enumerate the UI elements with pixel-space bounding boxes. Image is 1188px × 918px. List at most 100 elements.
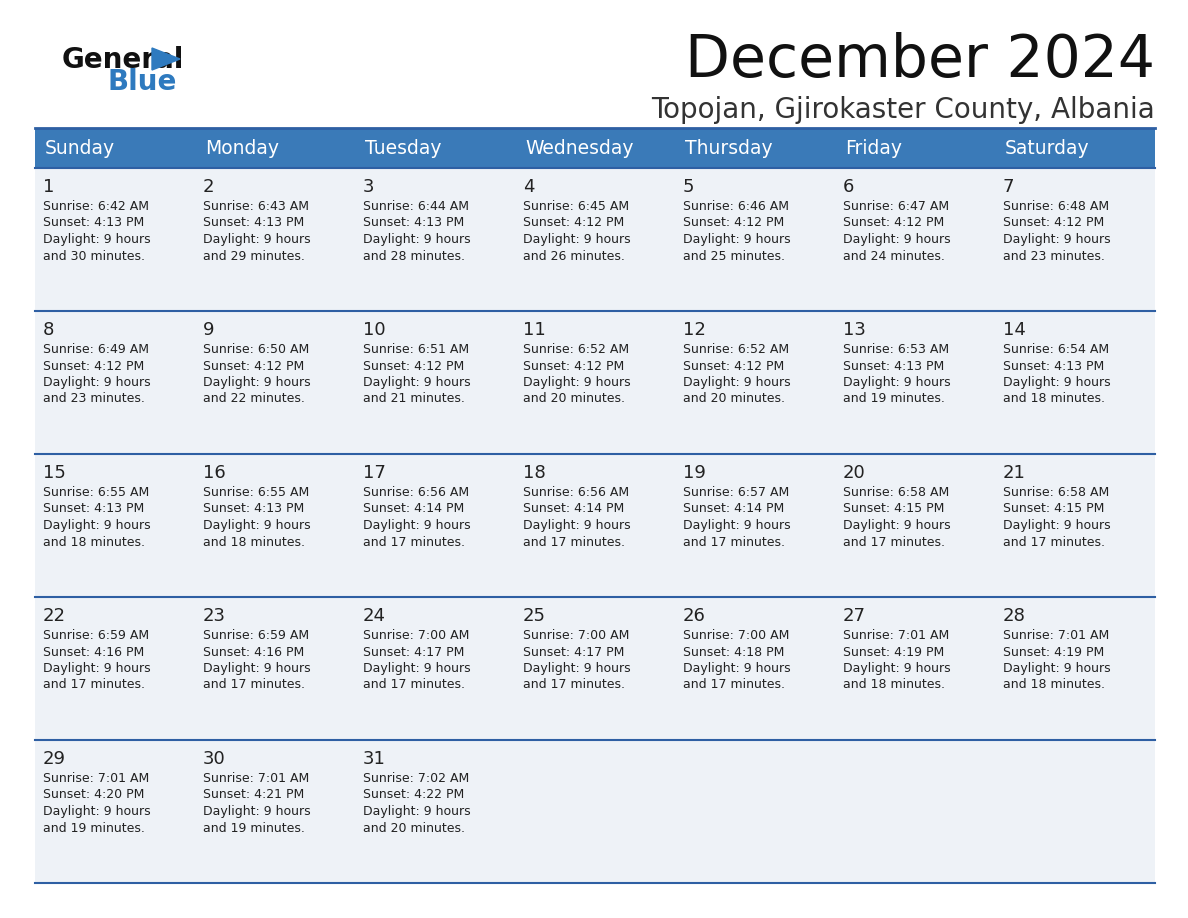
Text: 5: 5 — [683, 178, 695, 196]
Text: and 22 minutes.: and 22 minutes. — [203, 393, 305, 406]
Text: and 30 minutes.: and 30 minutes. — [43, 250, 145, 263]
Text: Sunset: 4:20 PM: Sunset: 4:20 PM — [43, 789, 145, 801]
Text: Sunrise: 6:45 AM: Sunrise: 6:45 AM — [523, 200, 630, 213]
Text: Sunset: 4:13 PM: Sunset: 4:13 PM — [43, 502, 144, 516]
Text: 26: 26 — [683, 607, 706, 625]
Text: Daylight: 9 hours: Daylight: 9 hours — [203, 233, 310, 246]
Text: Daylight: 9 hours: Daylight: 9 hours — [843, 519, 950, 532]
Text: Sunrise: 6:51 AM: Sunrise: 6:51 AM — [364, 343, 469, 356]
Text: Daylight: 9 hours: Daylight: 9 hours — [683, 519, 791, 532]
Text: and 17 minutes.: and 17 minutes. — [43, 678, 145, 691]
Text: Daylight: 9 hours: Daylight: 9 hours — [203, 376, 310, 389]
Text: and 29 minutes.: and 29 minutes. — [203, 250, 305, 263]
Text: and 17 minutes.: and 17 minutes. — [364, 535, 465, 548]
Text: 15: 15 — [43, 464, 65, 482]
Text: and 23 minutes.: and 23 minutes. — [1003, 250, 1105, 263]
Text: and 19 minutes.: and 19 minutes. — [843, 393, 944, 406]
Text: Thursday: Thursday — [685, 139, 772, 158]
Text: Wednesday: Wednesday — [525, 139, 633, 158]
Bar — [34, 128, 1155, 168]
Text: Sunrise: 7:01 AM: Sunrise: 7:01 AM — [203, 772, 309, 785]
Bar — [34, 597, 1155, 740]
Text: Sunset: 4:17 PM: Sunset: 4:17 PM — [523, 645, 625, 658]
Text: Sunset: 4:18 PM: Sunset: 4:18 PM — [683, 645, 784, 658]
Bar — [34, 168, 1155, 311]
Text: Sunset: 4:21 PM: Sunset: 4:21 PM — [203, 789, 304, 801]
Text: Sunset: 4:17 PM: Sunset: 4:17 PM — [364, 645, 465, 658]
Text: Daylight: 9 hours: Daylight: 9 hours — [1003, 376, 1111, 389]
Text: Daylight: 9 hours: Daylight: 9 hours — [364, 376, 470, 389]
Text: Daylight: 9 hours: Daylight: 9 hours — [203, 805, 310, 818]
Text: 25: 25 — [523, 607, 546, 625]
Text: and 18 minutes.: and 18 minutes. — [203, 535, 305, 548]
Text: Friday: Friday — [845, 139, 902, 158]
Text: Sunrise: 6:44 AM: Sunrise: 6:44 AM — [364, 200, 469, 213]
Text: Daylight: 9 hours: Daylight: 9 hours — [364, 519, 470, 532]
Text: Daylight: 9 hours: Daylight: 9 hours — [43, 805, 151, 818]
Text: Daylight: 9 hours: Daylight: 9 hours — [43, 376, 151, 389]
Text: Sunset: 4:19 PM: Sunset: 4:19 PM — [843, 645, 944, 658]
Text: Sunrise: 6:55 AM: Sunrise: 6:55 AM — [43, 486, 150, 499]
Text: Sunrise: 6:54 AM: Sunrise: 6:54 AM — [1003, 343, 1110, 356]
Text: 8: 8 — [43, 321, 55, 339]
Text: Sunrise: 6:59 AM: Sunrise: 6:59 AM — [43, 629, 150, 642]
Text: 2: 2 — [203, 178, 215, 196]
Text: Daylight: 9 hours: Daylight: 9 hours — [364, 662, 470, 675]
Text: 31: 31 — [364, 750, 386, 768]
Text: Sunset: 4:12 PM: Sunset: 4:12 PM — [1003, 217, 1105, 230]
Text: Sunrise: 6:53 AM: Sunrise: 6:53 AM — [843, 343, 949, 356]
Text: Blue: Blue — [108, 68, 177, 96]
Text: Sunrise: 6:52 AM: Sunrise: 6:52 AM — [683, 343, 789, 356]
Text: Daylight: 9 hours: Daylight: 9 hours — [43, 519, 151, 532]
Text: Sunset: 4:12 PM: Sunset: 4:12 PM — [43, 360, 144, 373]
Text: Daylight: 9 hours: Daylight: 9 hours — [523, 233, 631, 246]
Text: 4: 4 — [523, 178, 535, 196]
Text: Sunrise: 6:50 AM: Sunrise: 6:50 AM — [203, 343, 309, 356]
Text: Sunset: 4:22 PM: Sunset: 4:22 PM — [364, 789, 465, 801]
Text: and 17 minutes.: and 17 minutes. — [683, 535, 785, 548]
Text: and 26 minutes.: and 26 minutes. — [523, 250, 625, 263]
Text: Monday: Monday — [206, 139, 279, 158]
Bar — [34, 454, 1155, 597]
Text: Daylight: 9 hours: Daylight: 9 hours — [364, 233, 470, 246]
Polygon shape — [152, 48, 181, 70]
Text: Tuesday: Tuesday — [365, 139, 442, 158]
Text: Saturday: Saturday — [1005, 139, 1089, 158]
Text: and 17 minutes.: and 17 minutes. — [364, 678, 465, 691]
Text: and 18 minutes.: and 18 minutes. — [1003, 393, 1105, 406]
Text: Sunset: 4:12 PM: Sunset: 4:12 PM — [683, 360, 784, 373]
Text: Daylight: 9 hours: Daylight: 9 hours — [523, 519, 631, 532]
Text: 27: 27 — [843, 607, 866, 625]
Text: Sunrise: 6:52 AM: Sunrise: 6:52 AM — [523, 343, 630, 356]
Text: 16: 16 — [203, 464, 226, 482]
Text: Daylight: 9 hours: Daylight: 9 hours — [843, 233, 950, 246]
Text: Sunrise: 7:00 AM: Sunrise: 7:00 AM — [523, 629, 630, 642]
Text: 22: 22 — [43, 607, 67, 625]
Text: 9: 9 — [203, 321, 215, 339]
Text: Sunrise: 6:56 AM: Sunrise: 6:56 AM — [523, 486, 630, 499]
Text: Daylight: 9 hours: Daylight: 9 hours — [1003, 519, 1111, 532]
Text: 10: 10 — [364, 321, 386, 339]
Text: Sunset: 4:12 PM: Sunset: 4:12 PM — [683, 217, 784, 230]
Text: Daylight: 9 hours: Daylight: 9 hours — [203, 519, 310, 532]
Text: Sunset: 4:13 PM: Sunset: 4:13 PM — [364, 217, 465, 230]
Text: and 25 minutes.: and 25 minutes. — [683, 250, 785, 263]
Text: 17: 17 — [364, 464, 386, 482]
Text: Sunset: 4:14 PM: Sunset: 4:14 PM — [683, 502, 784, 516]
Text: 28: 28 — [1003, 607, 1026, 625]
Text: Sunrise: 6:47 AM: Sunrise: 6:47 AM — [843, 200, 949, 213]
Text: 29: 29 — [43, 750, 67, 768]
Text: Sunset: 4:12 PM: Sunset: 4:12 PM — [843, 217, 944, 230]
Text: 12: 12 — [683, 321, 706, 339]
Text: Daylight: 9 hours: Daylight: 9 hours — [843, 376, 950, 389]
Bar — [34, 740, 1155, 883]
Text: Daylight: 9 hours: Daylight: 9 hours — [364, 805, 470, 818]
Text: Sunset: 4:12 PM: Sunset: 4:12 PM — [203, 360, 304, 373]
Text: Sunday: Sunday — [45, 139, 115, 158]
Bar — [34, 311, 1155, 454]
Text: Sunrise: 7:01 AM: Sunrise: 7:01 AM — [843, 629, 949, 642]
Text: and 24 minutes.: and 24 minutes. — [843, 250, 944, 263]
Text: Sunset: 4:12 PM: Sunset: 4:12 PM — [523, 217, 624, 230]
Text: 20: 20 — [843, 464, 866, 482]
Text: and 28 minutes.: and 28 minutes. — [364, 250, 465, 263]
